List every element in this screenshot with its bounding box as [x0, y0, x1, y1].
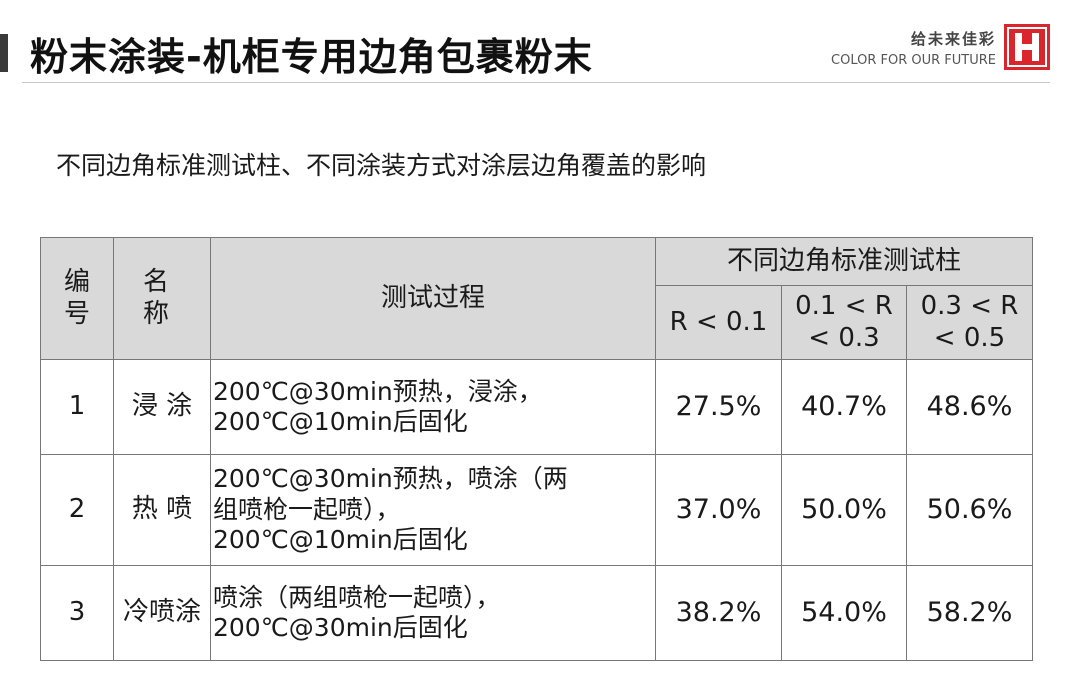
process-line: 200℃@30min预热，喷涂（两	[213, 464, 568, 494]
row-no: 3	[40, 565, 114, 661]
row-name: 冷喷涂	[113, 565, 211, 661]
row-process: 200℃@30min预热，浸涂， 200℃@10min后固化	[210, 359, 656, 455]
value-r-0-3-to-0-5: 48.6%	[906, 359, 1033, 455]
header-test-columns: 不同边角标准测试柱	[655, 237, 1033, 286]
value-r-0-3-to-0-5: 58.2%	[906, 565, 1033, 661]
slide-title: 粉末涂装-机柜专用边角包裹粉末	[30, 35, 593, 79]
coverage-table: 编号 名 称 测试过程 不同边角标准测试柱 R < 0.1 0.1 < R < …	[40, 237, 1033, 661]
table-row: 2 热 喷 200℃@30min预热，喷涂（两 组喷枪一起喷）， 200℃@10…	[40, 454, 1033, 566]
row-name: 热 喷	[113, 454, 211, 566]
table-row: 3 冷喷涂 喷涂（两组喷枪一起喷）， 200℃@30min后固化 38.2% 5…	[40, 565, 1033, 661]
value-r-lt-0-1: 38.2%	[655, 565, 782, 661]
value-r-0-1-to-0-3: 54.0%	[781, 565, 907, 661]
brand-chinese: 给未来佳彩	[910, 30, 996, 48]
process-line: 200℃@10min后固化	[213, 525, 468, 555]
table-row: 1 浸 涂 200℃@30min预热，浸涂， 200℃@10min后固化 27.…	[40, 359, 1033, 455]
header-no: 编号	[40, 237, 114, 360]
process-line: 组喷枪一起喷），	[213, 494, 401, 524]
title-divider	[22, 82, 1050, 83]
process-line: 200℃@30min预热，浸涂，	[213, 376, 543, 406]
value-r-lt-0-1: 27.5%	[655, 359, 782, 455]
process-line: 喷涂（两组喷枪一起喷），	[213, 582, 501, 612]
row-name: 浸 涂	[113, 359, 211, 455]
row-no: 2	[40, 454, 114, 566]
value-r-0-1-to-0-3: 50.0%	[781, 454, 907, 566]
header-name: 名 称	[113, 237, 211, 360]
table-subtitle: 不同边角标准测试柱、不同涂装方式对涂层边角覆盖的影响	[56, 151, 707, 180]
header-r-lt-0-1: R < 0.1	[655, 285, 782, 360]
process-line: 200℃@30min后固化	[213, 613, 468, 642]
header-process: 测试过程	[210, 237, 656, 360]
header-r-0-1-to-0-3: 0.1 < R < 0.3	[781, 285, 907, 360]
letter-h-logo-icon	[1004, 24, 1050, 70]
header-no-label: 编号	[63, 266, 90, 329]
row-no: 1	[40, 359, 114, 455]
value-r-0-3-to-0-5: 50.6%	[906, 454, 1033, 566]
brand-slogan: COLOR FOR OUR FUTURE	[831, 53, 996, 68]
process-line: 200℃@10min后固化	[213, 407, 468, 436]
header-r-0-3-to-0-5: 0.3 < R < 0.5	[906, 285, 1033, 360]
row-process: 200℃@30min预热，喷涂（两 组喷枪一起喷）， 200℃@10min后固化	[210, 454, 656, 566]
value-r-lt-0-1: 37.0%	[655, 454, 782, 566]
brand-block: 给未来佳彩 COLOR FOR OUR FUTURE	[831, 28, 996, 68]
title-accent-bar	[0, 34, 8, 72]
value-r-0-1-to-0-3: 40.7%	[781, 359, 907, 455]
row-process: 喷涂（两组喷枪一起喷）， 200℃@30min后固化	[210, 565, 656, 661]
